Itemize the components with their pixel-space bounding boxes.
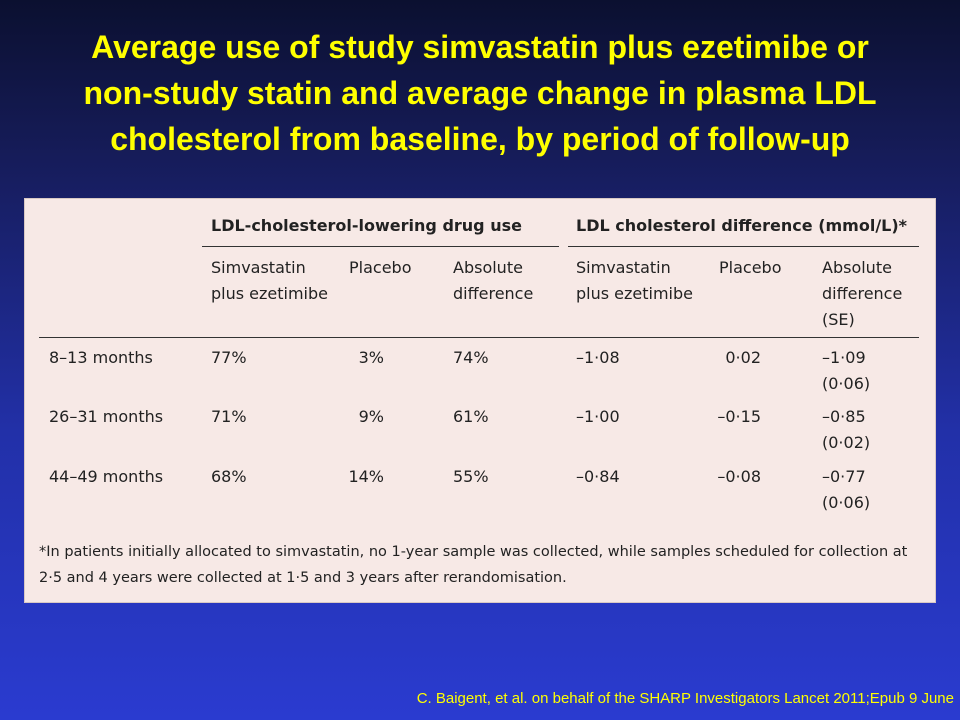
- column-header-text: Placebo: [719, 258, 782, 277]
- cell-ldl-absolute-difference: –0·77 (0·06): [822, 464, 870, 516]
- citation: C. Baigent, et al. on behalf of the SHAR…: [416, 690, 954, 707]
- cell-ldl-placebo: 0·02: [725, 348, 761, 367]
- column-header-text: Absolute: [453, 258, 523, 277]
- column-header-text: Placebo: [349, 258, 412, 277]
- cell-ldl-difference-se: (0·06): [822, 493, 871, 512]
- column-header-drug-simvastatin: Simvastatin plus ezetimibe: [211, 255, 328, 307]
- results-table: LDL-cholesterol-lowering drug use LDL ch…: [24, 198, 936, 603]
- column-header-ldl-simvastatin: Simvastatin plus ezetimibe: [576, 255, 693, 307]
- cell-drug-absolute-difference: 61%: [453, 407, 489, 426]
- group-header-drug-use: LDL-cholesterol-lowering drug use: [211, 216, 522, 235]
- cell-ldl-difference-value: –0·77: [822, 467, 866, 486]
- cell-ldl-absolute-difference: –0·85 (0·02): [822, 404, 870, 456]
- slide-title: Average use of study simvastatin plus ez…: [0, 24, 960, 162]
- column-header-text: difference: [822, 284, 903, 303]
- column-header-drug-absolute-difference: Absolute difference: [453, 255, 533, 307]
- cell-drug-placebo: 14%: [348, 467, 384, 486]
- cell-ldl-placebo: –0·08: [717, 467, 761, 486]
- cell-ldl-difference-se: (0·06): [822, 374, 871, 393]
- cell-ldl-simvastatin: –1·00: [576, 407, 620, 426]
- cell-ldl-simvastatin: –0·84: [576, 467, 620, 486]
- row-period: 8–13 months: [49, 348, 153, 367]
- row-period: 44–49 months: [49, 467, 164, 486]
- cell-drug-placebo: 9%: [358, 407, 384, 426]
- table-footnote: *In patients initially allocated to simv…: [39, 544, 908, 586]
- column-header-text: plus ezetimibe: [211, 284, 328, 303]
- header-rule: [39, 337, 919, 338]
- column-header-text: plus ezetimibe: [576, 284, 693, 303]
- cell-drug-absolute-difference: 55%: [453, 467, 489, 486]
- column-header-drug-placebo: Placebo: [349, 255, 411, 281]
- cell-ldl-absolute-difference: –1·09 (0·06): [822, 345, 870, 397]
- column-header-text: Absolute: [822, 258, 892, 277]
- group-rule-drug-use: [202, 246, 559, 247]
- cell-drug-simvastatin: 77%: [211, 348, 247, 367]
- column-header-text: (SE): [822, 310, 855, 329]
- column-header-text: Simvastatin: [211, 258, 306, 277]
- slide-title-line-1: Average use of study simvastatin plus ez…: [91, 29, 869, 65]
- cell-drug-absolute-difference: 74%: [453, 348, 489, 367]
- column-header-text: difference: [453, 284, 534, 303]
- group-header-ldl-difference: LDL cholesterol difference (mmol/L)*: [576, 216, 908, 235]
- group-rule-ldl-difference: [568, 246, 919, 247]
- cell-drug-placebo: 3%: [358, 348, 384, 367]
- column-header-ldl-placebo: Placebo: [719, 255, 781, 281]
- cell-drug-simvastatin: 68%: [211, 467, 247, 486]
- cell-ldl-difference-value: –0·85: [822, 407, 866, 426]
- cell-drug-simvastatin: 71%: [211, 407, 247, 426]
- cell-ldl-placebo: –0·15: [717, 407, 761, 426]
- cell-ldl-simvastatin: –1·08: [576, 348, 620, 367]
- slide-title-line-3: cholesterol from baseline, by period of …: [110, 121, 850, 157]
- cell-ldl-difference-se: (0·02): [822, 433, 871, 452]
- row-period: 26–31 months: [49, 407, 164, 426]
- slide-title-line-2: non-study statin and average change in p…: [83, 75, 877, 111]
- column-header-ldl-absolute-difference: Absolute difference (SE): [822, 255, 902, 333]
- cell-ldl-difference-value: –1·09: [822, 348, 866, 367]
- column-header-text: Simvastatin: [576, 258, 671, 277]
